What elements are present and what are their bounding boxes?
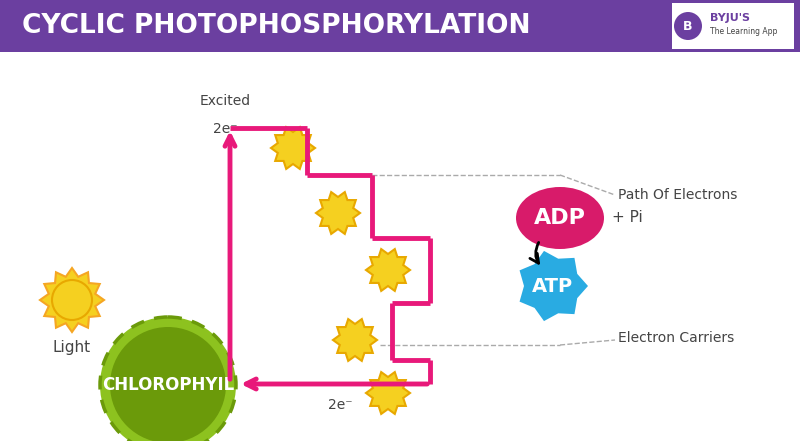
Text: Excited: Excited xyxy=(199,94,250,108)
Text: ADP: ADP xyxy=(534,208,586,228)
Bar xyxy=(672,3,794,49)
Text: 2e⁻: 2e⁻ xyxy=(328,398,352,412)
Polygon shape xyxy=(271,127,315,169)
Text: ATP: ATP xyxy=(531,277,573,295)
Text: 2e⁻: 2e⁻ xyxy=(213,122,238,136)
Polygon shape xyxy=(366,372,410,414)
Polygon shape xyxy=(40,268,104,332)
Polygon shape xyxy=(366,249,410,291)
Text: Electron Carriers: Electron Carriers xyxy=(618,331,734,345)
Circle shape xyxy=(100,317,236,441)
Text: Path Of Electrons: Path Of Electrons xyxy=(618,188,738,202)
Text: CYCLIC PHOTOPHOSPHORYLATION: CYCLIC PHOTOPHOSPHORYLATION xyxy=(22,13,530,39)
Polygon shape xyxy=(519,251,588,321)
Text: + Pi: + Pi xyxy=(612,210,642,225)
Polygon shape xyxy=(316,192,360,234)
Text: The Learning App: The Learning App xyxy=(710,27,778,37)
Ellipse shape xyxy=(516,187,604,249)
Text: Light: Light xyxy=(53,340,91,355)
Circle shape xyxy=(674,12,702,40)
Polygon shape xyxy=(333,319,377,361)
Text: BYJU'S: BYJU'S xyxy=(710,13,750,23)
Circle shape xyxy=(110,327,226,441)
Circle shape xyxy=(52,280,92,320)
Text: CHLOROPHYIL: CHLOROPHYIL xyxy=(102,376,234,394)
Bar xyxy=(0,0,800,52)
Text: B: B xyxy=(683,19,693,33)
